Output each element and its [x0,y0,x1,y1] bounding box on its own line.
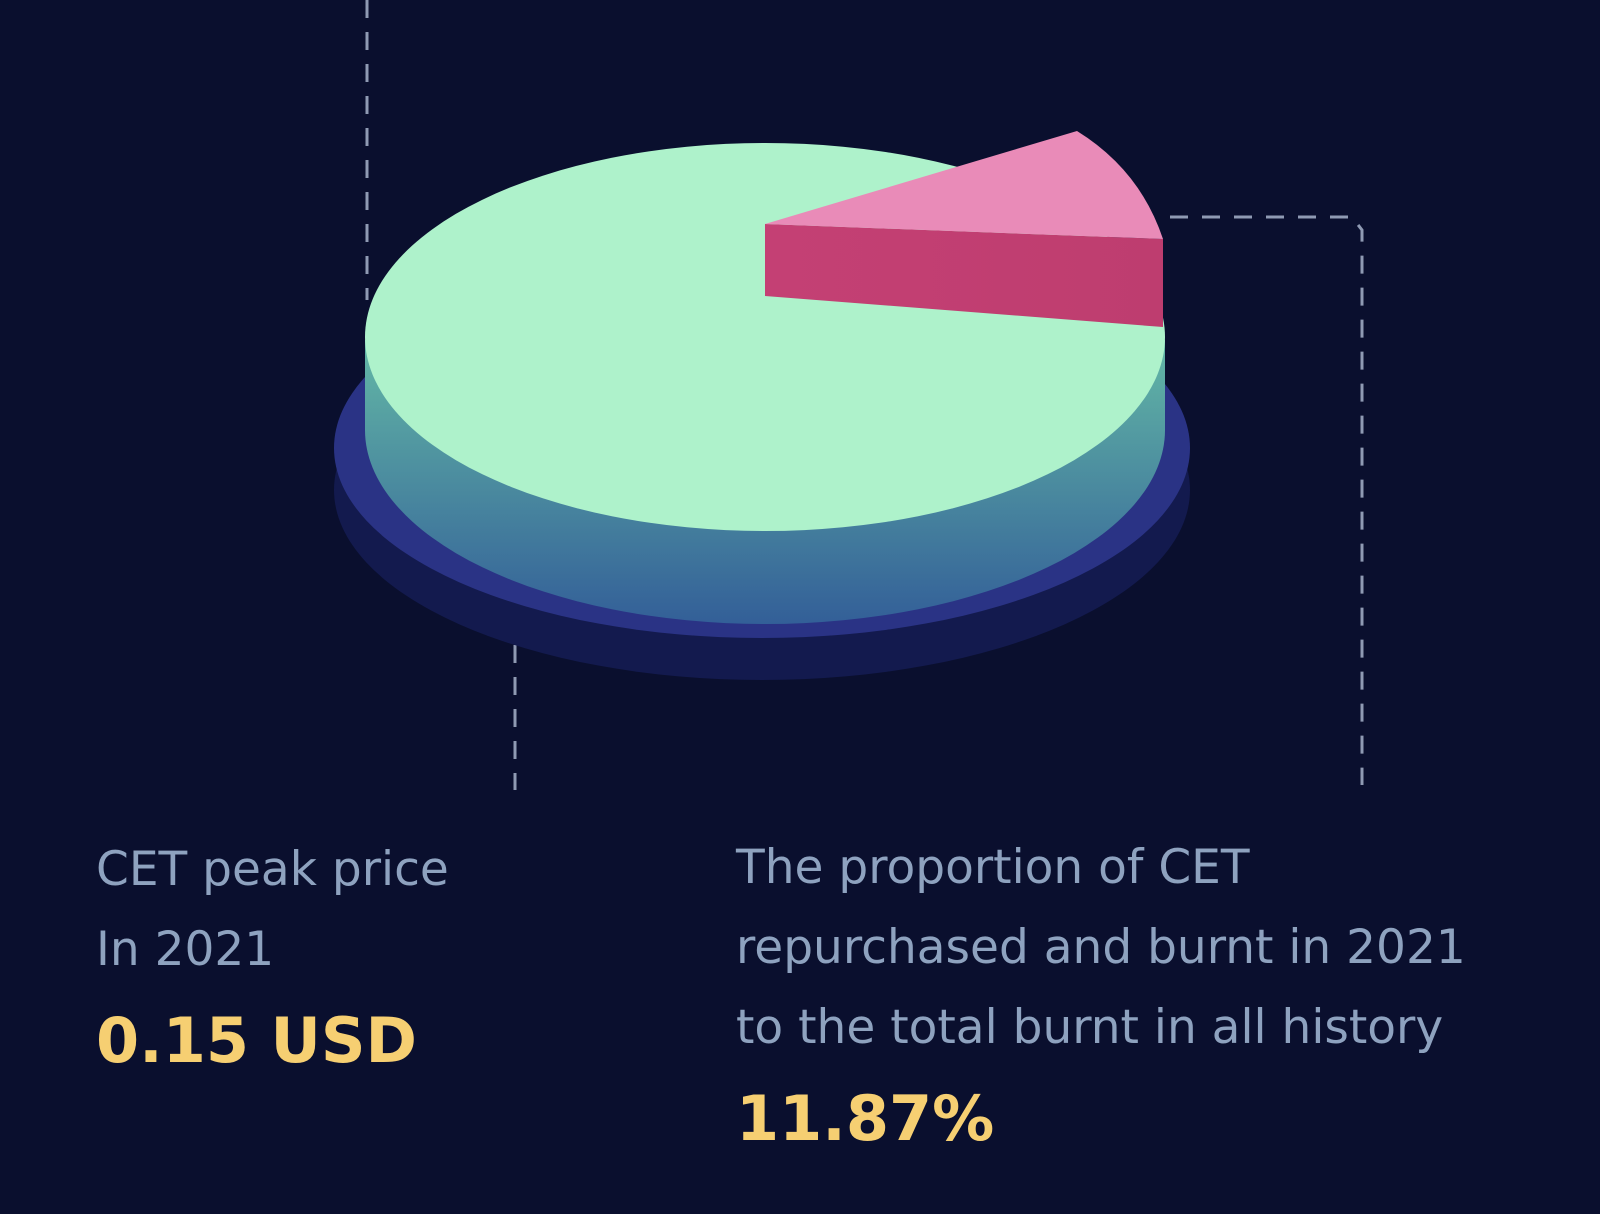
slice-top [765,131,1163,239]
stat-label: In 2021 [96,922,275,977]
stat-label: to the total burnt in all history [736,1000,1444,1055]
stat-label: repurchased and burnt in 2021 [736,920,1466,975]
stat-value: 0.15 USD [96,1004,418,1077]
stat-value: 11.87% [736,1082,995,1155]
dashed-connectors [365,0,1364,790]
stat-label: The proportion of CET [736,840,1250,895]
stat-block: CET peak price In 2021 0.15 USD [96,830,449,1086]
stat-label: CET peak price [96,842,449,897]
slice-side [765,224,1163,327]
stat-block: The proportion of CET repurchased and bu… [736,828,1466,1164]
